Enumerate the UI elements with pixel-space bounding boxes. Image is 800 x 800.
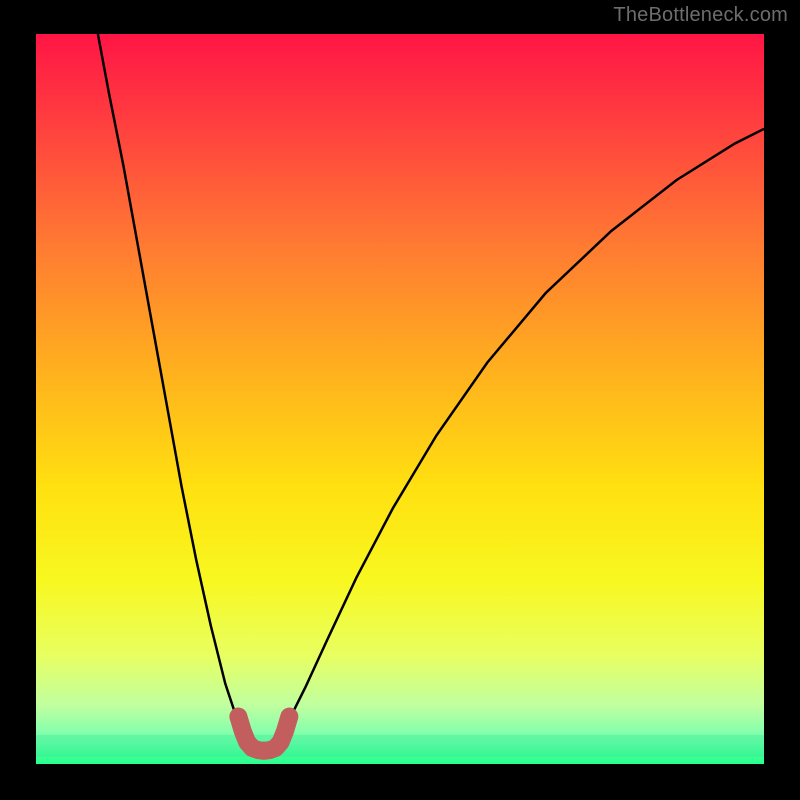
gradient-background (36, 34, 764, 764)
bottleneck-chart (0, 0, 800, 800)
green-comfort-zone (36, 735, 764, 757)
chart-container: TheBottleneck.com (0, 0, 800, 800)
watermark-text: TheBottleneck.com (613, 4, 788, 27)
